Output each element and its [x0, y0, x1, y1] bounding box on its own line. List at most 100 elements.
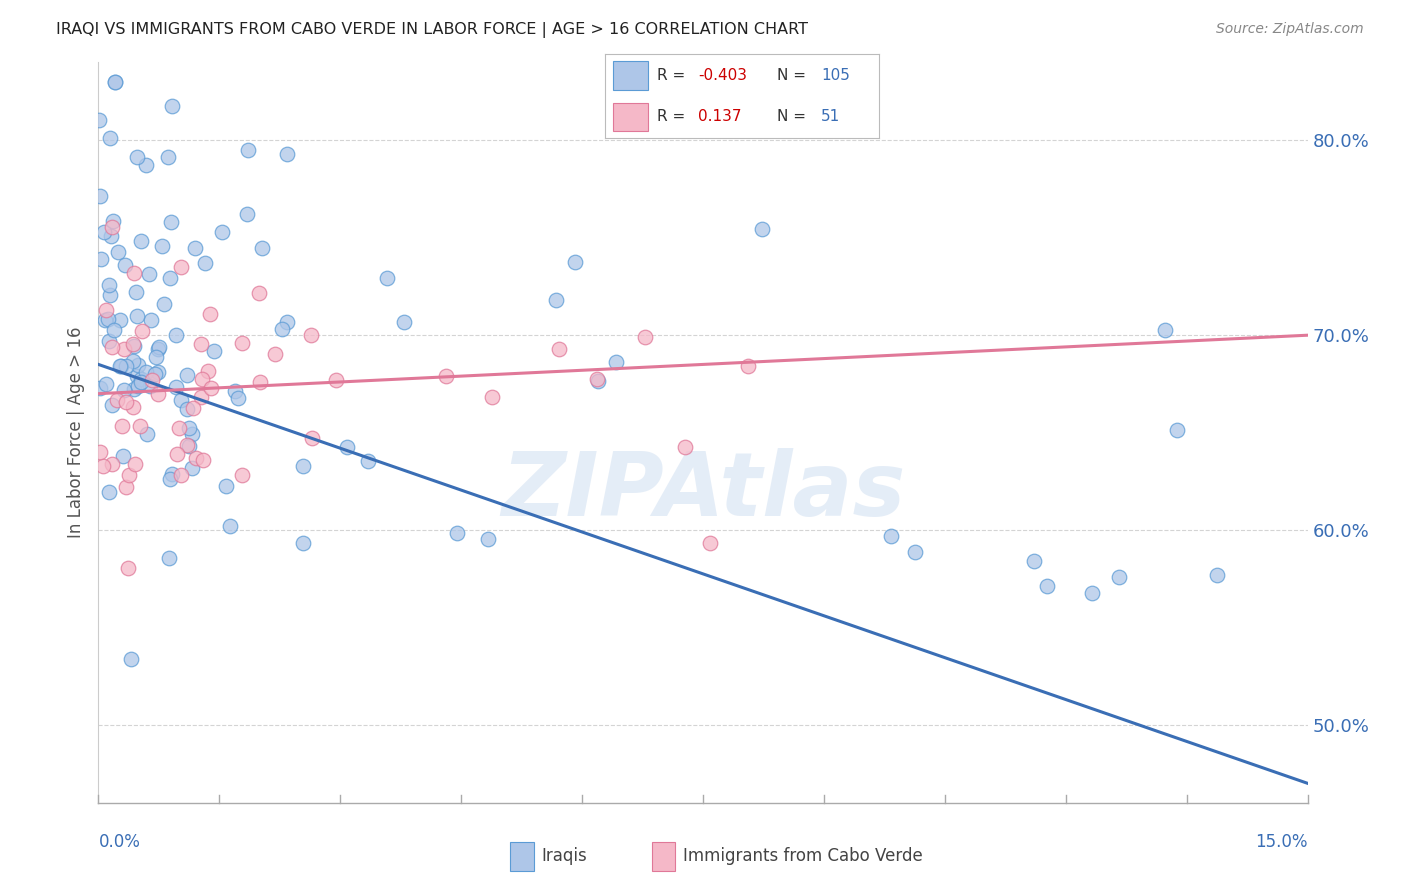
- Point: [143, 367, 166, 381]
- Text: Source: ZipAtlas.com: Source: ZipAtlas.com: [1216, 22, 1364, 37]
- Text: Iraqis: Iraqis: [541, 847, 588, 865]
- Point: [193, 453, 215, 467]
- Point: [93, 225, 115, 239]
- Point: [90, 252, 112, 266]
- Point: [165, 380, 187, 394]
- Point: [904, 545, 927, 559]
- Point: [135, 365, 157, 379]
- Point: [880, 529, 903, 543]
- Point: [446, 525, 468, 540]
- Point: [375, 271, 398, 285]
- Point: [162, 467, 184, 482]
- Point: [546, 293, 568, 308]
- Point: [107, 245, 129, 260]
- Point: [191, 372, 214, 386]
- Point: [200, 307, 222, 321]
- Point: [141, 373, 163, 387]
- Point: [121, 400, 143, 414]
- Point: [299, 328, 322, 343]
- Point: [276, 315, 298, 329]
- Bar: [510, 842, 534, 871]
- Point: [1205, 568, 1227, 582]
- Point: [737, 359, 759, 373]
- Text: IRAQI VS IMMIGRANTS FROM CABO VERDE IN LABOR FORCE | AGE > 16 CORRELATION CHART: IRAQI VS IMMIGRANTS FROM CABO VERDE IN L…: [56, 22, 808, 38]
- Text: 0.0%: 0.0%: [98, 833, 141, 851]
- Point: [181, 427, 204, 442]
- Point: [291, 536, 314, 550]
- Point: [145, 350, 167, 364]
- Point: [97, 311, 120, 326]
- Text: N =: N =: [778, 68, 811, 83]
- Point: [564, 255, 586, 269]
- Point: [588, 374, 610, 388]
- Point: [125, 150, 148, 164]
- Point: [184, 451, 207, 466]
- Point: [249, 375, 271, 389]
- Point: [100, 228, 122, 243]
- Text: R =: R =: [657, 68, 690, 83]
- Point: [197, 364, 219, 378]
- Text: ZIPAtlas: ZIPAtlas: [501, 449, 905, 535]
- Point: [252, 241, 274, 255]
- Point: [1153, 323, 1175, 337]
- Point: [148, 342, 170, 356]
- Point: [291, 459, 314, 474]
- Point: [276, 147, 298, 161]
- Point: [153, 297, 176, 311]
- Point: [204, 343, 226, 358]
- Bar: [613, 62, 648, 90]
- Point: [165, 328, 187, 343]
- Point: [157, 150, 180, 164]
- Point: [127, 358, 149, 372]
- Point: [131, 376, 153, 390]
- Point: [214, 479, 236, 493]
- Point: [124, 457, 146, 471]
- Point: [159, 472, 181, 486]
- Point: [159, 271, 181, 285]
- Point: [170, 393, 193, 408]
- Text: R =: R =: [657, 109, 690, 124]
- Point: [104, 75, 127, 89]
- Point: [98, 334, 121, 348]
- Text: 51: 51: [821, 109, 841, 124]
- Point: [101, 398, 124, 412]
- Point: [176, 438, 198, 452]
- Point: [98, 485, 121, 500]
- Point: [181, 461, 204, 475]
- Point: [122, 336, 145, 351]
- Point: [125, 285, 148, 300]
- Point: [103, 323, 125, 337]
- Point: [264, 347, 287, 361]
- Point: [160, 98, 183, 112]
- Point: [176, 401, 198, 416]
- Point: [150, 238, 173, 252]
- Point: [114, 258, 136, 272]
- Point: [238, 143, 260, 157]
- Point: [94, 377, 117, 392]
- Point: [107, 393, 129, 408]
- Point: [585, 372, 607, 386]
- Point: [120, 651, 142, 665]
- Point: [104, 75, 127, 89]
- Point: [247, 285, 270, 300]
- Point: [194, 256, 217, 270]
- Point: [138, 267, 160, 281]
- Text: N =: N =: [778, 109, 811, 124]
- Point: [110, 359, 132, 374]
- Point: [176, 368, 198, 383]
- Point: [392, 315, 415, 329]
- Point: [117, 561, 139, 575]
- Point: [167, 421, 190, 435]
- Point: [122, 267, 145, 281]
- Point: [166, 447, 188, 461]
- Point: [125, 310, 148, 324]
- Point: [101, 458, 124, 472]
- Point: [108, 359, 131, 373]
- Point: [148, 340, 170, 354]
- Point: [301, 431, 323, 445]
- Point: [224, 384, 246, 399]
- Point: [89, 444, 111, 458]
- Point: [1108, 570, 1130, 584]
- Point: [547, 342, 569, 356]
- Point: [135, 158, 157, 172]
